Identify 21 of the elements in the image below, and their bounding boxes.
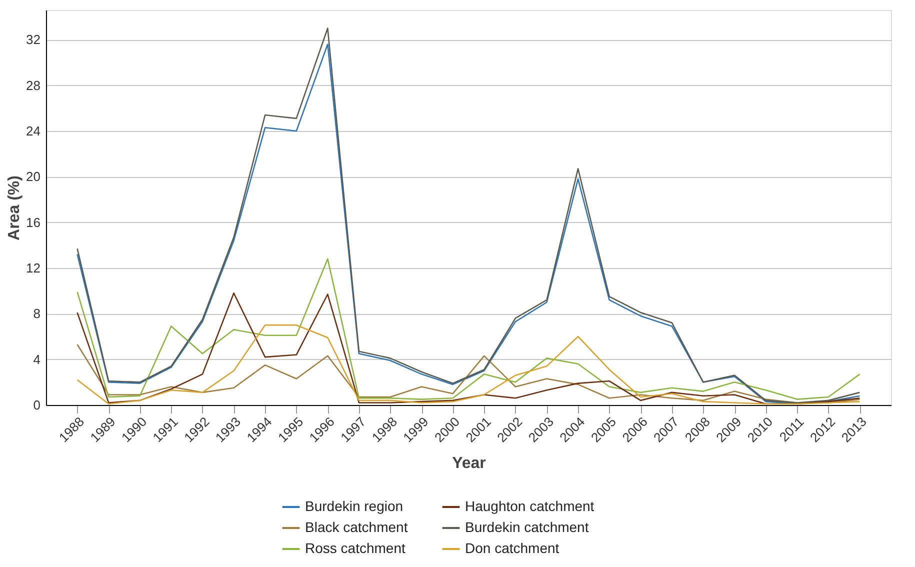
- y-tick-label: 4: [33, 352, 40, 367]
- legend-label: Ross catchment: [305, 540, 406, 556]
- y-tick-label: 28: [26, 78, 40, 93]
- y-axis-title: Area (%): [6, 176, 24, 240]
- y-tick-label: 8: [33, 306, 40, 322]
- legend-label: Black catchment: [305, 519, 408, 535]
- line-series: [76, 292, 860, 405]
- x-axis-title: Year: [452, 455, 486, 472]
- line-series: [76, 344, 860, 404]
- legend-label: Don catchment: [465, 540, 560, 556]
- y-tick-label: 20: [26, 169, 40, 184]
- y-tick-label: 16: [26, 214, 40, 230]
- line-series: [76, 324, 860, 405]
- legend-label: Burdekin region: [305, 498, 404, 514]
- line-series: [76, 258, 860, 400]
- y-tick-label: 12: [26, 260, 40, 276]
- y-tick-label: 0: [33, 398, 40, 412]
- y-tick-label: 32: [26, 32, 40, 48]
- legend-label: Burdekin catchment: [465, 519, 589, 535]
- legend-label: Haughton catchment: [465, 498, 594, 514]
- y-tick-label: 24: [26, 124, 40, 139]
